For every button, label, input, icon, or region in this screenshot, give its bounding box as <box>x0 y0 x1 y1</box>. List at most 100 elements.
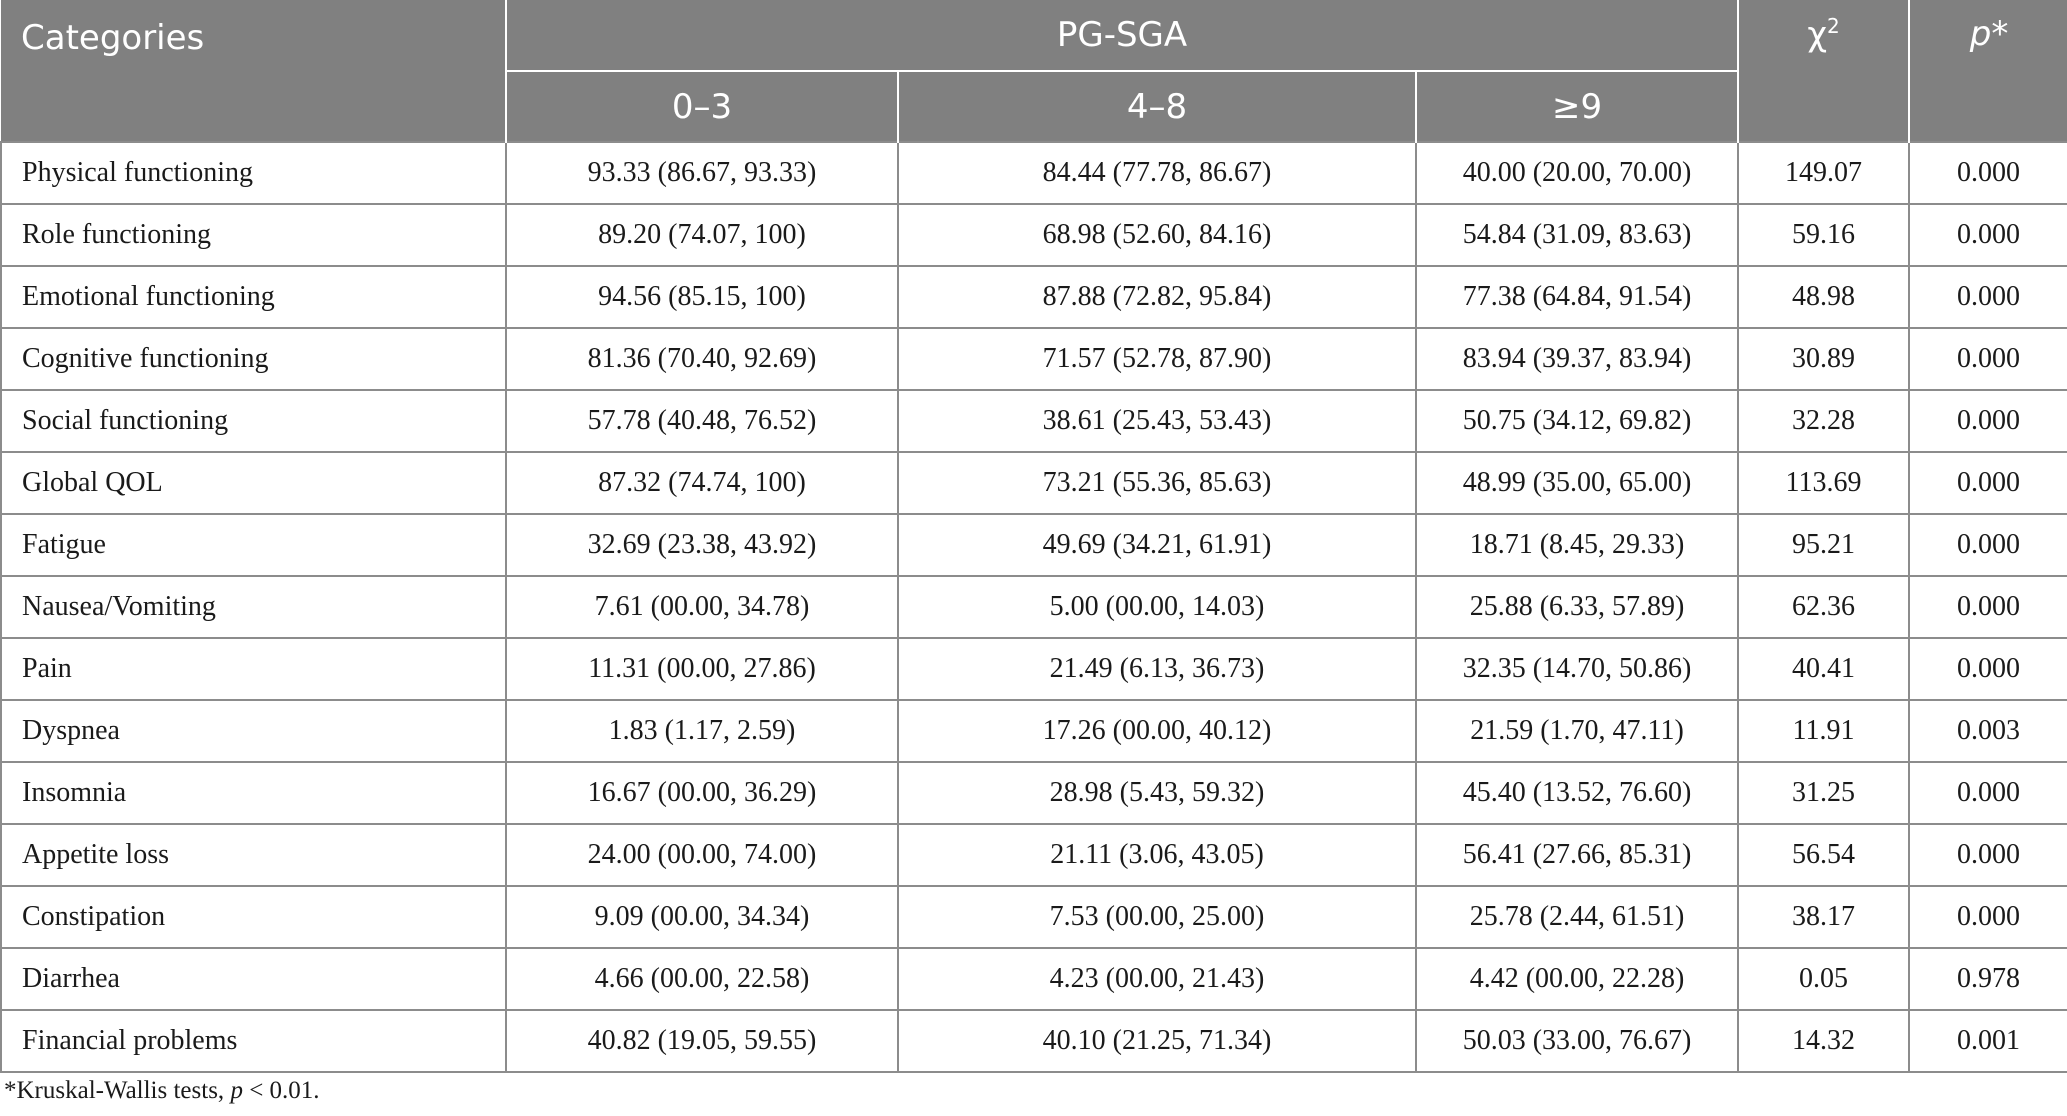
cell-pg-sga-9-plus: 45.40 (13.52, 76.60) <box>1414 761 1740 825</box>
cell-pg-sga-0-3: 57.78 (40.48, 76.52) <box>505 389 899 453</box>
cell-p-value: 0.000 <box>1908 389 2067 453</box>
cell-pg-sga-4-8: 38.61 (25.43, 53.43) <box>897 389 1417 453</box>
cell-pg-sga-0-3: 89.20 (74.07, 100) <box>505 203 899 267</box>
cell-chi-square: 40.41 <box>1737 637 1911 701</box>
cell-pg-sga-9-plus: 18.71 (8.45, 29.33) <box>1414 513 1740 577</box>
table-header: Categories PG-SGA χ2 p* 0–3 4–8 ≥9 <box>1 0 2067 142</box>
cell-chi-square: 0.05 <box>1737 947 1911 1011</box>
table-row: Nausea/Vomiting 7.61 (00.00, 34.78) 5.00 (… <box>0 575 2067 639</box>
cell-pg-sga-4-8: 21.11 (3.06, 43.05) <box>897 823 1417 887</box>
cell-pg-sga-9-plus: 56.41 (27.66, 85.31) <box>1414 823 1740 887</box>
row-category: Appetite loss <box>0 823 507 887</box>
cell-chi-square: 48.98 <box>1737 265 1911 329</box>
cell-p-value: 0.000 <box>1908 885 2067 949</box>
cell-chi-square: 31.25 <box>1737 761 1911 825</box>
cell-chi-square: 32.28 <box>1737 389 1911 453</box>
cell-pg-sga-0-3: 7.61 (00.00, 34.78) <box>505 575 899 639</box>
cell-pg-sga-0-3: 87.32 (74.74, 100) <box>505 451 899 515</box>
table-row: Role functioning 89.20 (74.07, 100) 68.98 … <box>0 203 2067 267</box>
cell-pg-sga-9-plus: 77.38 (64.84, 91.54) <box>1414 265 1740 329</box>
row-category: Physical functioning <box>0 141 507 205</box>
cell-pg-sga-4-8: 17.26 (00.00, 40.12) <box>897 699 1417 763</box>
cell-p-value: 0.000 <box>1908 575 2067 639</box>
cell-chi-square: 56.54 <box>1737 823 1911 887</box>
cell-pg-sga-9-plus: 32.35 (14.70, 50.86) <box>1414 637 1740 701</box>
cell-pg-sga-4-8: 87.88 (72.82, 95.84) <box>897 265 1417 329</box>
chi-symbol: χ <box>1807 14 1827 55</box>
cell-pg-sga-0-3: 4.66 (00.00, 22.58) <box>505 947 899 1011</box>
table-row: Global QOL 87.32 (74.74, 100) 73.21 (55.36… <box>0 451 2067 515</box>
cell-chi-square: 113.69 <box>1737 451 1911 515</box>
p-symbol: p <box>1969 14 1992 54</box>
cell-pg-sga-4-8: 5.00 (00.00, 14.03) <box>897 575 1417 639</box>
cell-pg-sga-9-plus: 50.03 (33.00, 76.67) <box>1414 1009 1740 1073</box>
results-table-container: Categories PG-SGA χ2 p* 0–3 4–8 ≥9 Physi… <box>0 0 2067 1073</box>
cell-p-value: 0.000 <box>1908 761 2067 825</box>
cell-pg-sga-4-8: 68.98 (52.60, 84.16) <box>897 203 1417 267</box>
table-row: Fatigue 32.69 (23.38, 43.92) 49.69 (34.21,… <box>0 513 2067 577</box>
cell-pg-sga-0-3: 94.56 (85.15, 100) <box>505 265 899 329</box>
table-row: Appetite loss 24.00 (00.00, 74.00) 21.11 (… <box>0 823 2067 887</box>
chi-superscript: 2 <box>1826 14 1840 38</box>
cell-p-value: 0.000 <box>1908 265 2067 329</box>
footnote-text: *Kruskal-Wallis tests, <box>4 1077 231 1104</box>
cell-pg-sga-4-8: 40.10 (21.25, 71.34) <box>897 1009 1417 1073</box>
cell-pg-sga-4-8: 71.57 (52.78, 87.90) <box>897 327 1417 391</box>
cell-pg-sga-9-plus: 54.84 (31.09, 83.63) <box>1414 203 1740 267</box>
row-category: Insomnia <box>0 761 507 825</box>
table-row: Pain 11.31 (00.00, 27.86) 21.49 (6.13, 36.… <box>0 637 2067 701</box>
table-row: Constipation 9.09 (00.00, 34.34) 7.53 (00.… <box>0 885 2067 949</box>
cell-p-value: 0.000 <box>1908 141 2067 205</box>
cell-pg-sga-4-8: 28.98 (5.43, 59.32) <box>897 761 1417 825</box>
cell-pg-sga-9-plus: 50.75 (34.12, 69.82) <box>1414 389 1740 453</box>
row-category: Social functioning <box>0 389 507 453</box>
cell-pg-sga-9-plus: 25.88 (6.33, 57.89) <box>1414 575 1740 639</box>
cell-p-value: 0.003 <box>1908 699 2067 763</box>
header-chi-square: χ2 <box>1737 0 1911 142</box>
cell-p-value: 0.001 <box>1908 1009 2067 1073</box>
header-pg-sga: PG-SGA <box>504 0 1740 71</box>
cell-p-value: 0.000 <box>1908 637 2067 701</box>
row-category: Role functioning <box>0 203 507 267</box>
cell-chi-square: 11.91 <box>1737 699 1911 763</box>
table-footnote: *Kruskal-Wallis tests, p < 0.01. <box>4 1077 320 1105</box>
cell-pg-sga-9-plus: 40.00 (20.00, 70.00) <box>1414 141 1740 205</box>
cell-pg-sga-0-3: 40.82 (19.05, 59.55) <box>505 1009 899 1073</box>
cell-pg-sga-9-plus: 4.42 (00.00, 22.28) <box>1414 947 1740 1011</box>
header-range-4-8: 4–8 <box>897 70 1417 142</box>
row-category: Global QOL <box>0 451 507 515</box>
cell-pg-sga-0-3: 93.33 (86.67, 93.33) <box>505 141 899 205</box>
results-table: Categories PG-SGA χ2 p* 0–3 4–8 ≥9 Physi… <box>0 0 2067 1073</box>
row-category: Cognitive functioning <box>0 327 507 391</box>
row-category: Constipation <box>0 885 507 949</box>
cell-chi-square: 62.36 <box>1737 575 1911 639</box>
header-p-value: p* <box>1908 0 2067 142</box>
cell-pg-sga-4-8: 84.44 (77.78, 86.67) <box>897 141 1417 205</box>
table-row: Insomnia 16.67 (00.00, 36.29) 28.98 (5.43,… <box>0 761 2067 825</box>
cell-chi-square: 59.16 <box>1737 203 1911 267</box>
cell-p-value: 0.000 <box>1908 513 2067 577</box>
cell-pg-sga-0-3: 24.00 (00.00, 74.00) <box>505 823 899 887</box>
cell-pg-sga-0-3: 1.83 (1.17, 2.59) <box>505 699 899 763</box>
table-row: Financial problems 40.82 (19.05, 59.55) 40… <box>0 1009 2067 1073</box>
row-category: Pain <box>0 637 507 701</box>
header-range-0-3: 0–3 <box>505 70 899 142</box>
cell-p-value: 0.000 <box>1908 451 2067 515</box>
row-category: Emotional functioning <box>0 265 507 329</box>
cell-chi-square: 14.32 <box>1737 1009 1911 1073</box>
cell-pg-sga-0-3: 16.67 (00.00, 36.29) <box>505 761 899 825</box>
table-row: Diarrhea 4.66 (00.00, 22.58) 4.23 (00.00, … <box>0 947 2067 1011</box>
footnote-p: p <box>230 1077 243 1104</box>
cell-p-value: 0.000 <box>1908 823 2067 887</box>
cell-pg-sga-4-8: 4.23 (00.00, 21.43) <box>897 947 1417 1011</box>
row-category: Nausea/Vomiting <box>0 575 507 639</box>
header-range-9-plus: ≥9 <box>1414 70 1740 142</box>
cell-pg-sga-4-8: 21.49 (6.13, 36.73) <box>897 637 1417 701</box>
table-row: Cognitive functioning 81.36 (70.40, 92.69… <box>0 327 2067 391</box>
table-body: Physical functioning 93.33 (86.67, 93.33)… <box>0 141 2067 1073</box>
cell-pg-sga-9-plus: 48.99 (35.00, 65.00) <box>1414 451 1740 515</box>
cell-pg-sga-0-3: 32.69 (23.38, 43.92) <box>505 513 899 577</box>
cell-pg-sga-9-plus: 21.59 (1.70, 47.11) <box>1414 699 1740 763</box>
cell-pg-sga-4-8: 7.53 (00.00, 25.00) <box>897 885 1417 949</box>
row-category: Financial problems <box>0 1009 507 1073</box>
